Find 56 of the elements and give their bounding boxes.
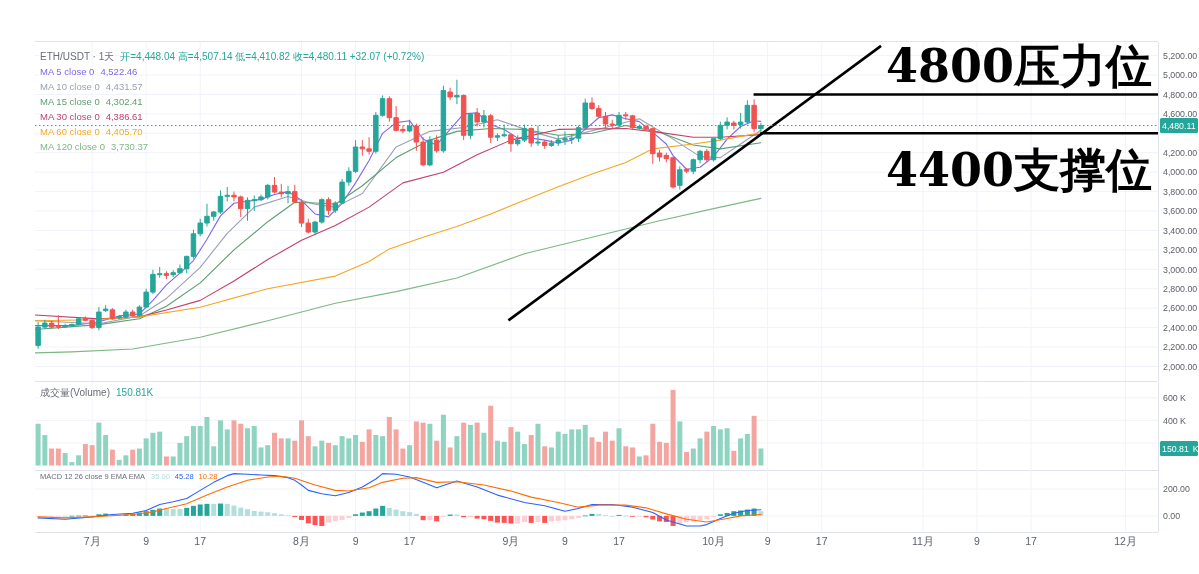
y-tick-label: 3,000.00 xyxy=(1163,264,1198,275)
x-tick-label: 9 xyxy=(764,535,771,547)
annotation: 3,730.37 xyxy=(110,141,148,152)
x-tick-label: 9 xyxy=(143,535,150,547)
x-tick-label: 7月 xyxy=(83,535,101,547)
text: MA 5 close 0 xyxy=(40,66,95,77)
y-tick-label: 5,000.00 xyxy=(1163,70,1198,81)
text: MA 10 close 0 xyxy=(40,81,100,92)
y-tick-label: 2,400.00 xyxy=(1163,322,1198,333)
y-tick-label: 200.00 xyxy=(1163,484,1191,495)
ref-line-label: 4,480.11 xyxy=(1162,120,1196,131)
text: 150.81 K xyxy=(1162,443,1199,454)
text: ETH/USDT · 1天 xyxy=(40,51,115,62)
y-tick-label: 400 K xyxy=(1163,415,1187,426)
text: MA 30 close 0 xyxy=(40,111,100,122)
y-tick-label: 4,200.00 xyxy=(1163,147,1198,158)
y-tick-label: 600 K xyxy=(1163,392,1187,403)
x-tick-label: 9 xyxy=(562,535,569,547)
text: MA 120 close 0 xyxy=(40,141,105,152)
x-tick-label: 9月 xyxy=(502,535,520,547)
x-tick-label: 10月 xyxy=(702,535,725,547)
y-tick-label: 3,200.00 xyxy=(1163,245,1198,256)
x-tick-label: 17 xyxy=(194,535,207,547)
text: MA 15 close 0 xyxy=(40,96,100,107)
y-tick-label: 3,600.00 xyxy=(1163,206,1198,217)
annotation: 4400支撑位 xyxy=(885,143,1152,198)
annotation: 4,405.70 xyxy=(105,126,143,137)
y-tick-label: 3,400.00 xyxy=(1163,225,1198,236)
x-tick-label: 11月 xyxy=(912,535,934,547)
text: MA 60 close 0 xyxy=(40,126,100,137)
x-tick-label: 17 xyxy=(613,535,626,547)
annotation: 4,522.46 xyxy=(100,66,138,77)
x-tick-label: 17 xyxy=(815,535,828,547)
x-tick-label: 12月 xyxy=(1114,535,1137,547)
annotation: 4800压力位 xyxy=(885,39,1152,94)
annotation: 4,386.61 xyxy=(105,111,143,122)
text: 成交量(Volume) xyxy=(40,387,111,398)
y-tick-label: 2,000.00 xyxy=(1163,361,1198,372)
y-tick-label: 5,200.00 xyxy=(1163,50,1198,61)
annotation: 4,302.41 xyxy=(105,96,143,107)
y-tick-label: 3,800.00 xyxy=(1163,186,1198,197)
x-tick-label: 17 xyxy=(1025,535,1038,547)
y-tick-label: 4,000.00 xyxy=(1163,167,1198,178)
annotation: 4,431.57 xyxy=(105,81,143,92)
text: 150.81K xyxy=(116,387,154,398)
x-tick-label: 9 xyxy=(352,535,359,547)
y-tick-label: 2,600.00 xyxy=(1163,303,1198,314)
x-tick-label: 9 xyxy=(974,535,981,547)
x-tick-label: 8月 xyxy=(293,535,310,547)
y-tick-label: 2,800.00 xyxy=(1163,283,1198,294)
y-tick-label: 4,800.00 xyxy=(1163,89,1198,100)
y-tick-label: 4,600.00 xyxy=(1163,109,1198,120)
text: 开=4,448.04 高=4,507.14 低=4,410.82 收=4,480.11 +32.07 (+0.72%) xyxy=(120,51,425,62)
y-tick-label: 0.00 xyxy=(1163,511,1181,522)
y-tick-label: 2,200.00 xyxy=(1163,342,1198,353)
x-tick-label: 17 xyxy=(403,535,416,547)
